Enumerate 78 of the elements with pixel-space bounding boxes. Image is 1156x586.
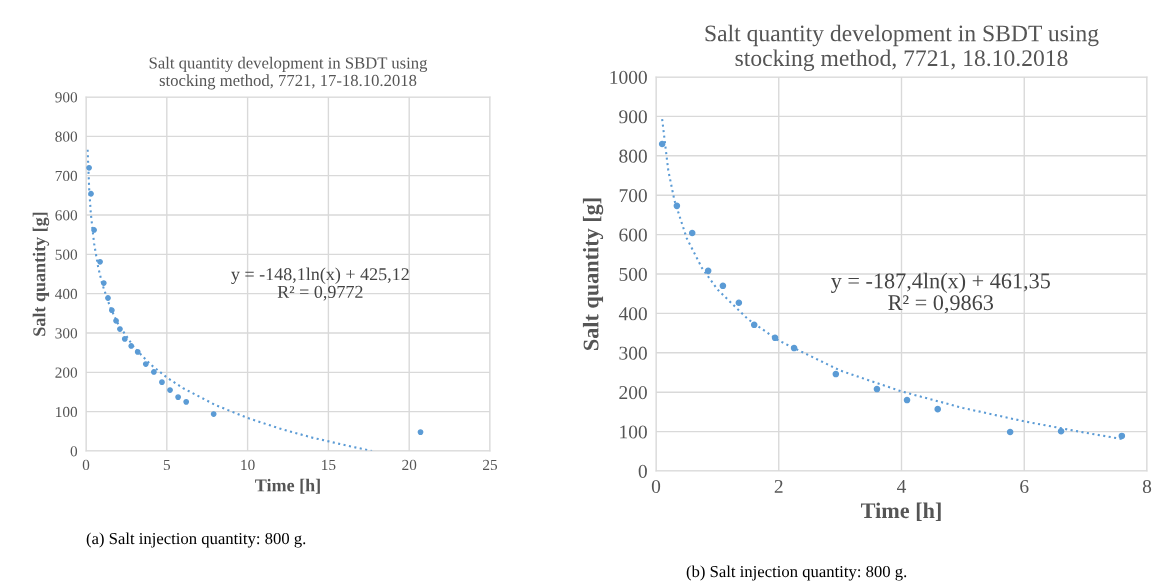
point <box>117 326 123 332</box>
point <box>704 267 712 275</box>
point <box>175 394 182 401</box>
point <box>142 361 149 367</box>
y-tick-label: 500 <box>619 267 647 281</box>
y-tick-label: 600 <box>619 228 647 242</box>
text: (a) Salt injection quantity: 800 g. <box>86 532 306 548</box>
point <box>150 369 157 375</box>
y-tick-label: 400 <box>55 288 78 300</box>
y-tick-label: 300 <box>55 328 78 339</box>
point <box>91 227 97 233</box>
point <box>128 343 135 349</box>
point <box>771 334 779 342</box>
chart-title: Salt quantity development in SBDT using stocking method, 7721, 17-18.10.2018 <box>149 56 428 90</box>
y-tick-label: 1000 <box>610 70 647 84</box>
text: (b) Salt injection quantity: 800 g. <box>686 565 907 581</box>
point <box>790 344 798 352</box>
x-tick-label: 6 <box>1020 479 1029 494</box>
x-axis-title: Time [h] <box>255 478 320 494</box>
y-tick-label: 600 <box>55 210 78 221</box>
x-tick-label: 15 <box>322 459 336 471</box>
annotation: y = -148,1ln(x) + 425,12 R² = 0,9772 <box>231 267 409 301</box>
y-tick-label: 500 <box>55 249 78 260</box>
point <box>417 429 424 436</box>
point <box>121 336 128 342</box>
x-tick-label: 0 <box>82 459 90 471</box>
point <box>832 370 840 378</box>
point <box>1006 428 1014 436</box>
point <box>750 321 758 329</box>
point <box>183 398 190 405</box>
point <box>108 307 115 314</box>
y-tick-label: 200 <box>619 386 647 400</box>
point <box>719 282 727 290</box>
y-tick-label: 100 <box>56 406 78 418</box>
x-tick-label: 8 <box>1142 479 1152 494</box>
x-tick-label: 20 <box>402 459 417 471</box>
x-tick-label: 25 <box>483 459 498 471</box>
y-tick-label: 800 <box>619 149 647 163</box>
point <box>88 190 94 197</box>
y-tick-label: 0 <box>70 446 78 457</box>
point <box>105 295 111 301</box>
point <box>167 387 173 393</box>
point <box>1118 432 1126 440</box>
line-series <box>661 118 1124 441</box>
x-tick-label: 5 <box>163 459 171 471</box>
y-tick-label: 900 <box>619 110 647 124</box>
x-axis-title: Time [h] <box>861 502 941 521</box>
point <box>903 396 911 404</box>
point <box>113 317 119 324</box>
point <box>210 411 217 417</box>
point <box>97 258 103 265</box>
y-tick-label: 800 <box>55 131 78 142</box>
x-tick-label: 4 <box>897 480 907 493</box>
x-tick-label: 0 <box>651 479 661 494</box>
point <box>873 385 881 393</box>
y-tick-label: 300 <box>619 346 647 360</box>
chart-title: Salt quantity development in SBDT using stocking method, 7721, 18.10.2018 <box>705 24 1099 71</box>
point <box>86 164 92 171</box>
y-tick-label: 100 <box>620 425 647 439</box>
point <box>100 280 107 286</box>
y-tick-label: 900 <box>55 92 78 103</box>
point <box>688 229 696 237</box>
point <box>934 405 942 413</box>
x-tick-label: 2 <box>774 479 783 493</box>
point <box>658 140 666 148</box>
y-tick-label: 200 <box>55 367 78 378</box>
annotation: y = -187,4ln(x) + 461,35 R² = 0,9863 <box>831 272 1050 314</box>
y-tick-label: 400 <box>618 307 647 321</box>
x-tick-label: 10 <box>241 459 255 471</box>
point <box>134 348 141 355</box>
y-tick-label: 700 <box>619 189 647 203</box>
point <box>673 202 681 210</box>
point <box>735 299 743 307</box>
y-axis-title: Salt quantity [g] <box>32 212 50 336</box>
y-axis-title: Salt quantity [g] <box>582 198 604 350</box>
point <box>159 379 165 386</box>
point <box>1057 427 1065 435</box>
y-tick-label: 700 <box>55 170 78 182</box>
